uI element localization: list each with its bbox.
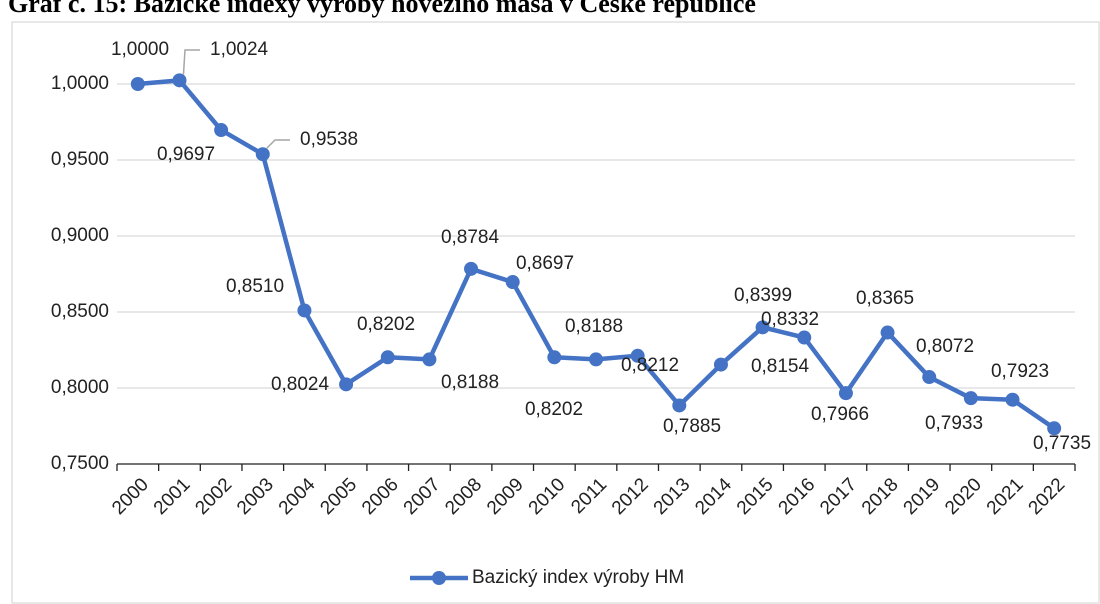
data-point xyxy=(1047,421,1062,436)
data-label: 0,8024 xyxy=(271,374,330,395)
data-point xyxy=(464,261,479,276)
data-label: 0,7966 xyxy=(811,404,869,425)
y-tick-label: 0,9000 xyxy=(51,225,109,246)
data-point xyxy=(214,123,229,138)
data-label: 0,7933 xyxy=(925,413,983,434)
data-label: 0,8202 xyxy=(357,314,415,335)
y-tick-label: 0,8000 xyxy=(51,377,109,398)
data-label: 0,8510 xyxy=(226,276,284,297)
data-point xyxy=(797,330,812,345)
legend-label: Bazický index výroby HM xyxy=(472,567,684,588)
data-label: 0,9697 xyxy=(157,144,215,165)
leader-line xyxy=(182,49,200,75)
data-label: 0,7885 xyxy=(663,416,721,437)
data-point xyxy=(713,357,728,372)
legend-marker xyxy=(432,571,446,585)
data-point xyxy=(1005,392,1020,407)
leader-line xyxy=(266,139,290,149)
data-point xyxy=(255,147,270,162)
data-point xyxy=(422,352,437,367)
data-label: 0,8784 xyxy=(441,227,500,248)
data-point xyxy=(589,352,603,367)
data-point xyxy=(130,77,145,91)
y-tick-label: 0,7500 xyxy=(51,453,109,474)
data-label: 0,7735 xyxy=(1033,433,1091,454)
data-point xyxy=(922,370,937,385)
chart-title: Graf č. 15: Bazické indexy výroby hovězí… xyxy=(8,0,756,18)
data-point xyxy=(505,275,520,290)
data-point xyxy=(630,348,645,363)
data-point xyxy=(297,303,312,318)
y-tick-label: 1,0000 xyxy=(51,73,109,94)
data-point xyxy=(880,325,895,340)
data-point xyxy=(547,350,562,365)
data-point xyxy=(172,73,187,88)
data-label: 0,8188 xyxy=(441,372,499,393)
y-tick-label: 0,9500 xyxy=(51,149,109,170)
data-label: 0,8188 xyxy=(565,316,623,337)
data-label: 0,8154 xyxy=(751,356,810,377)
data-label: 0,8332 xyxy=(761,309,819,330)
data-label: 0,8399 xyxy=(734,285,792,306)
data-point xyxy=(755,320,770,335)
data-label: 0,8202 xyxy=(525,399,583,420)
data-point xyxy=(380,350,395,365)
data-point xyxy=(672,398,687,413)
data-label: 0,9538 xyxy=(300,129,358,150)
data-label: 0,8212 xyxy=(621,355,679,376)
data-point xyxy=(963,391,978,406)
y-tick-label: 0,8500 xyxy=(51,301,109,322)
data-label: 0,7923 xyxy=(991,361,1049,382)
data-point xyxy=(838,386,853,401)
data-label: 1,0024 xyxy=(210,39,269,60)
data-label: 0,8697 xyxy=(516,253,574,274)
data-label: 0,8072 xyxy=(916,336,974,357)
data-point xyxy=(339,377,354,392)
data-label: 1,0000 xyxy=(111,39,169,60)
data-label: 0,8365 xyxy=(856,288,914,309)
